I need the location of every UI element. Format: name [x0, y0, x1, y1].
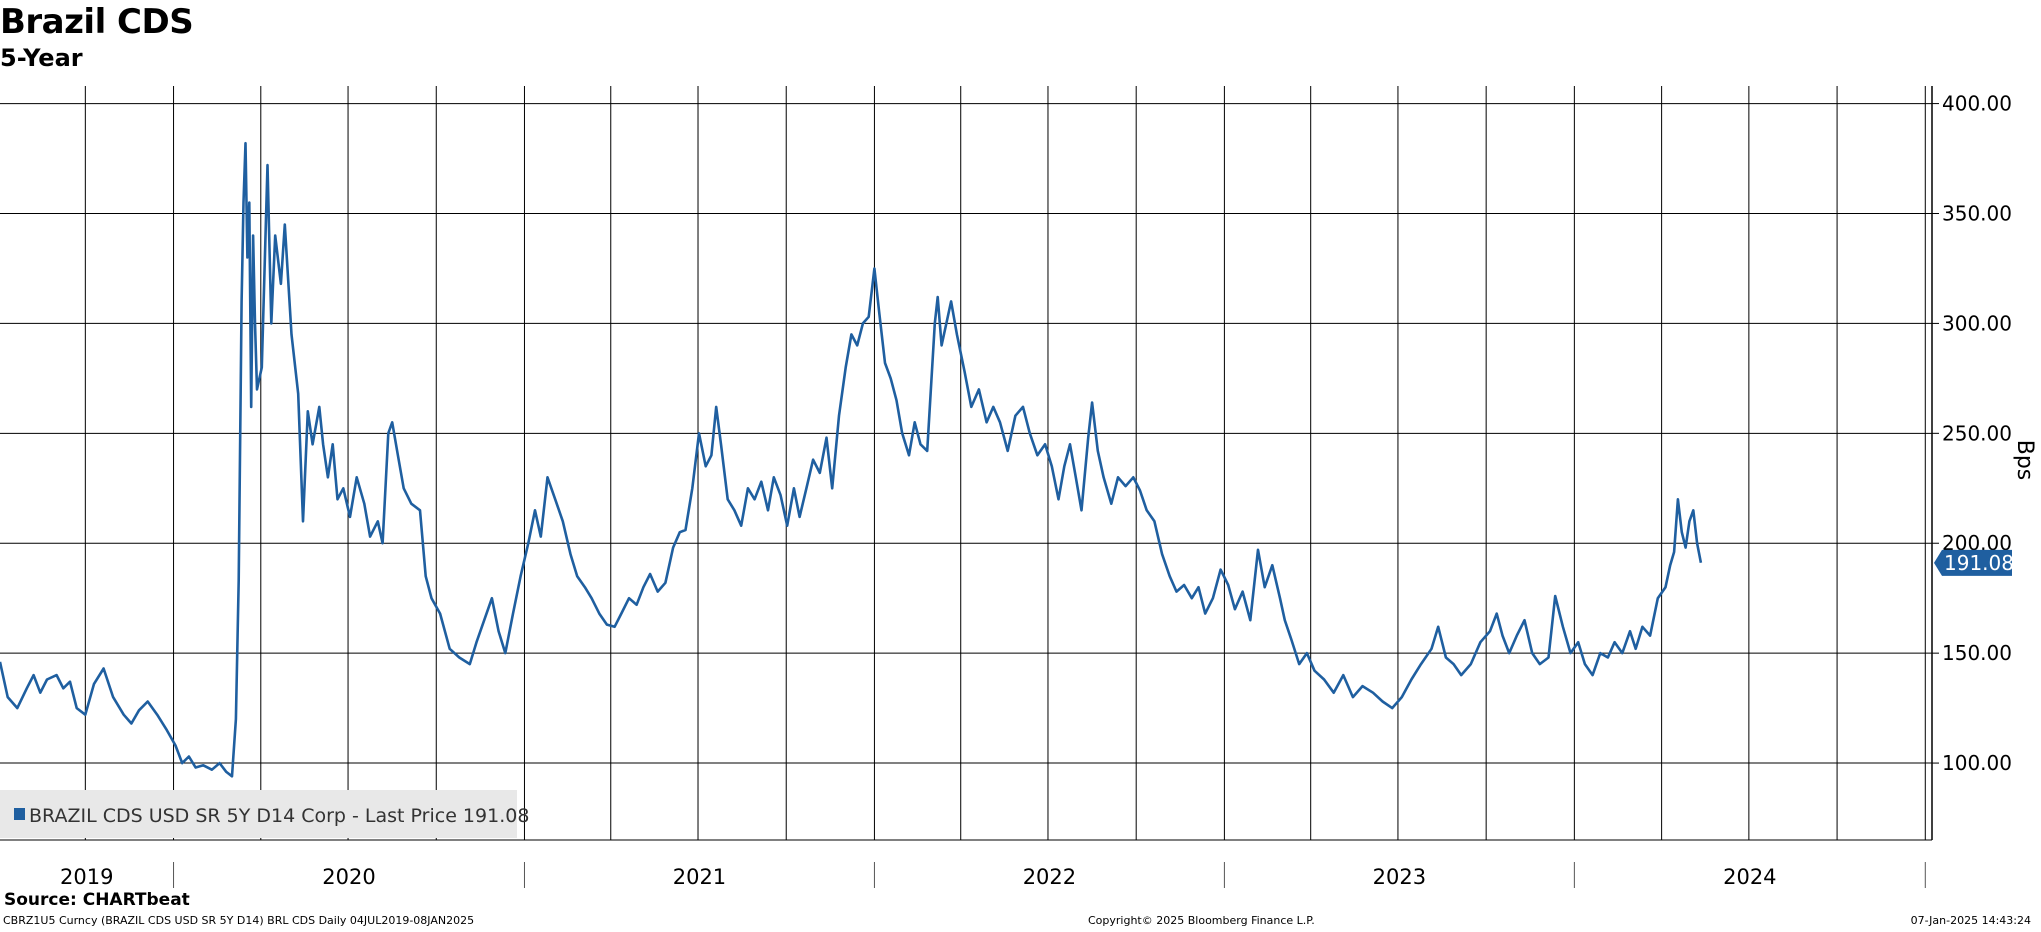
x-year-label: 2022	[1023, 865, 1076, 889]
x-year-label: 2019	[60, 865, 113, 889]
y-tick-label: 400.00	[1942, 92, 2012, 116]
y-axis-label: Bps	[2012, 440, 2037, 481]
horizontal-gridlines	[0, 103, 1932, 764]
chart-subtitle: 5-Year	[0, 44, 83, 72]
x-axis-year-labels: 2019 2020 2021 2022 2023 2024	[60, 862, 1926, 889]
source-note: Source: CHARTbeat	[4, 890, 190, 910]
x-year-label: 2020	[322, 865, 375, 889]
y-tick-label: 350.00	[1942, 201, 2012, 225]
last-value-tag-shape	[1934, 549, 2012, 576]
x-year-label: 2021	[673, 865, 726, 889]
footer-copyright: Copyright© 2025 Bloomberg Finance L.P.	[1088, 914, 1315, 927]
y-tick-label: 100.00	[1942, 751, 2012, 775]
legend-label: BRAZIL CDS USD SR 5Y D14 Corp - Last Pri…	[29, 805, 529, 827]
vertical-gridlines	[84, 86, 1926, 840]
legend-background	[0, 790, 517, 838]
footer-timestamp: 07-Jan-2025 14:43:24	[1910, 914, 2031, 927]
footer-ticker-info: CBRZ1U5 Curncy (BRAZIL CDS USD SR 5Y D14…	[3, 914, 475, 927]
last-value-tag: 191.08	[1934, 549, 2014, 576]
last-value-label: 191.08	[1944, 551, 2014, 575]
x-year-label: 2023	[1373, 865, 1426, 889]
x-year-label: 2024	[1723, 865, 1776, 889]
y-tick-label: 300.00	[1942, 311, 2012, 335]
y-tick-label: 250.00	[1942, 421, 2012, 445]
y-tick-label: 150.00	[1942, 641, 2012, 665]
legend: BRAZIL CDS USD SR 5Y D14 Corp - Last Pri…	[0, 790, 529, 838]
y-axis-ticks: 100.00150.00200.00250.00300.00350.00400.…	[1932, 92, 2012, 775]
series-line	[0, 141, 1703, 778]
legend-swatch	[14, 808, 25, 820]
chart-title: Brazil CDS	[0, 2, 194, 42]
